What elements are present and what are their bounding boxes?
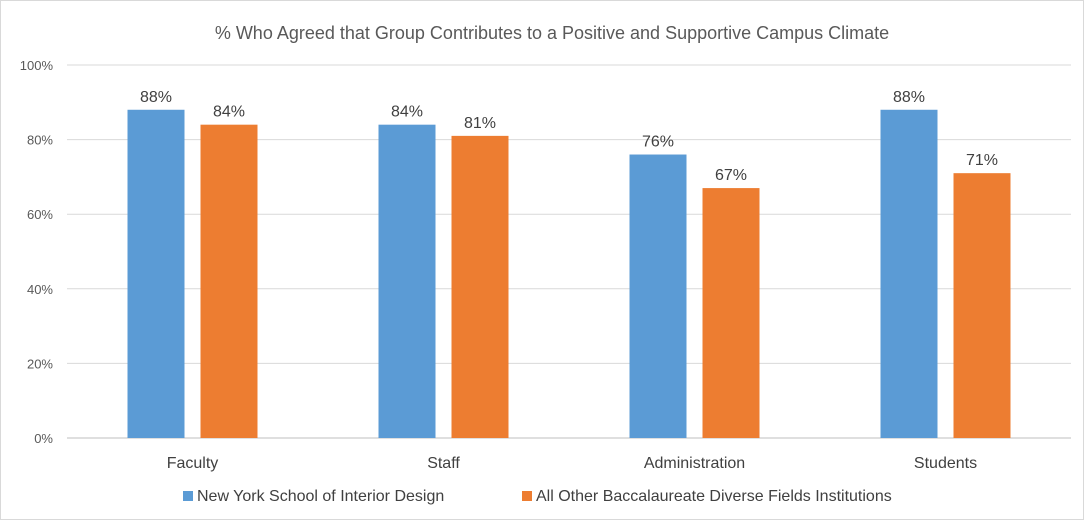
bar-1-2 (702, 188, 760, 438)
y-tick-label: 0% (34, 431, 53, 446)
bar-0-0 (127, 109, 185, 438)
data-label: 88% (140, 89, 172, 106)
y-tick-label: 60% (27, 207, 53, 222)
bar-0-3 (880, 109, 938, 438)
data-label: 88% (893, 89, 925, 106)
data-label: 81% (464, 115, 496, 132)
bar-0-2 (629, 154, 687, 438)
legend-item: All Other Baccalaureate Diverse Fields I… (522, 488, 892, 505)
bar-1-0 (200, 124, 258, 439)
bar-1-3 (953, 173, 1011, 439)
bar-0-1 (378, 124, 436, 439)
data-labels: 88% 84% 84% 81% 76% 67% 88% 71% (140, 89, 998, 184)
legend-item: New York School of Interior Design (183, 488, 444, 505)
y-tick-label: 20% (27, 356, 53, 371)
legend-label: All Other Baccalaureate Diverse Fields I… (536, 488, 892, 505)
category-label: Faculty (167, 455, 219, 472)
legend-swatch (183, 491, 193, 501)
data-label: 76% (642, 134, 674, 151)
legend-label: New York School of Interior Design (197, 488, 444, 505)
category-label: Students (914, 455, 977, 472)
category-label: Administration (644, 455, 745, 472)
y-tick-label: 40% (27, 282, 53, 297)
data-label: 71% (966, 152, 998, 169)
y-tick-label: 80% (27, 133, 53, 148)
data-label: 84% (213, 104, 245, 121)
y-axis-ticks: 0% 20% 40% 60% 80% 100% (20, 58, 54, 446)
bars (127, 109, 1011, 439)
category-label: Staff (427, 455, 460, 472)
legend-swatch (522, 491, 532, 501)
legend: New York School of Interior Design All Ot… (183, 488, 892, 505)
data-label: 84% (391, 104, 423, 121)
data-label: 67% (715, 167, 747, 184)
chart-title: % Who Agreed that Group Contributes to a… (215, 23, 889, 43)
x-axis-categories: Faculty Staff Administration Students (167, 455, 977, 472)
bar-1-1 (451, 135, 509, 438)
y-tick-label: 100% (20, 58, 54, 73)
